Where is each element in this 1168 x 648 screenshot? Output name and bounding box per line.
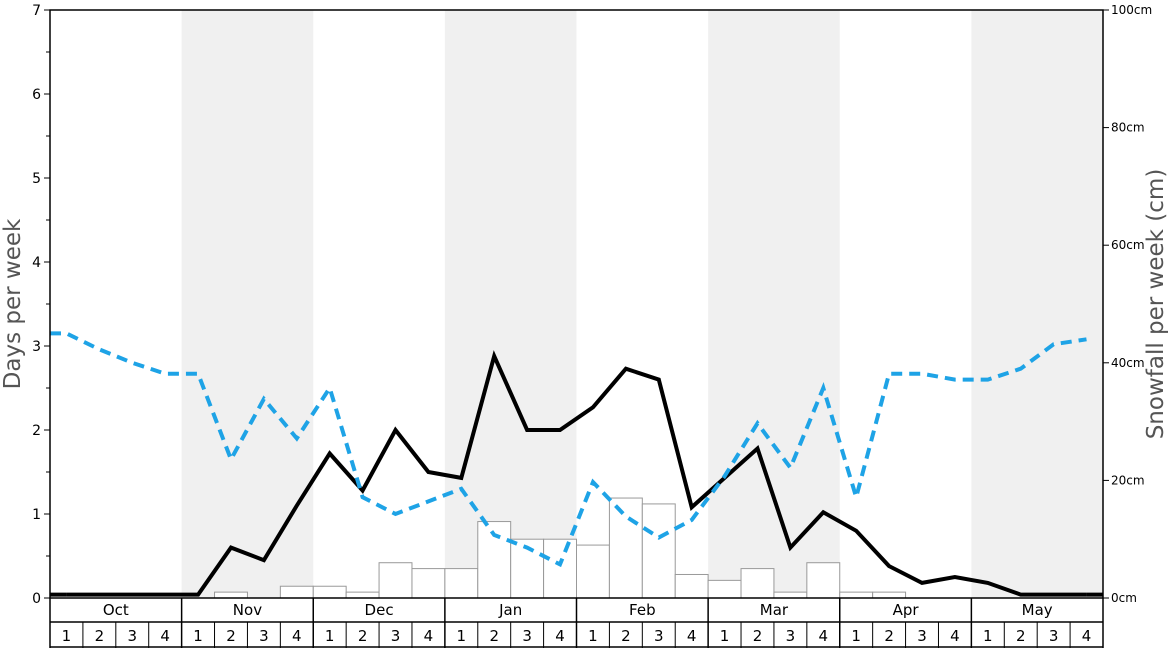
week-label: 2 [95, 627, 105, 645]
month-label-apr: Apr [893, 601, 920, 619]
month-bands [181, 10, 1103, 598]
right-axis: 0cm 20cm 40cm 60cm 80cm 100cm [1103, 3, 1152, 605]
left-tick-label: 4 [32, 255, 41, 271]
week-label: 4 [1082, 627, 1092, 645]
week-label: 3 [127, 627, 137, 645]
snowfall-bar [608, 497, 643, 599]
snowfall-bar [543, 538, 577, 599]
snowfall-bar [214, 591, 248, 599]
week-label: 3 [391, 627, 401, 645]
week-label: 1 [851, 627, 861, 645]
left-tick-label: 6 [32, 87, 41, 103]
snowfall-bar [707, 579, 742, 599]
month-label-dec: Dec [365, 601, 394, 619]
month-band-mar [708, 10, 840, 598]
snowfall-bar [872, 591, 907, 599]
month-band-may [971, 10, 1103, 598]
week-label: 3 [1049, 627, 1059, 645]
snowfall-bar [312, 585, 347, 599]
month-label-nov: Nov [233, 601, 262, 619]
snowfall-bar [773, 591, 808, 599]
left-tick-label: 3 [32, 339, 41, 355]
x-axis-table: Oct 1 2 3 4 Nov 1 2 3 4 Dec 1 2 3 4 Jan 1 2 3 4 Feb 1 2 3 4 Mar 1 2… [49, 598, 1104, 648]
month-label-jan: Jan [498, 601, 522, 619]
week-label: 4 [424, 627, 434, 645]
snowfall-bar [641, 503, 676, 599]
week-label: 2 [1016, 627, 1026, 645]
right-tick-label: 100cm [1111, 3, 1152, 17]
right-tick-label: 60cm [1111, 238, 1145, 252]
week-label: 2 [621, 627, 631, 645]
month-band-nov [181, 10, 314, 598]
week-label: 2 [884, 627, 894, 645]
snowfall-bar [740, 568, 775, 599]
month-label-mar: Mar [760, 601, 789, 619]
dashed-line-series [50, 331, 1087, 568]
snowfall-bar [378, 562, 413, 599]
week-label: 3 [522, 627, 532, 645]
week-label: 1 [720, 627, 730, 645]
month-band-jan [444, 10, 577, 598]
snowfall-bar [839, 591, 874, 599]
week-label: 4 [160, 627, 170, 645]
left-tick-label: 5 [32, 171, 41, 187]
month-label-feb: Feb [629, 601, 656, 619]
week-label: 4 [950, 627, 960, 645]
right-tick-label: 0cm [1111, 591, 1137, 605]
left-tick-label: 1 [32, 507, 41, 523]
left-axis: 0 1 2 3 4 5 6 7 [32, 3, 50, 607]
left-tick-label: 7 [32, 3, 41, 19]
left-axis-title: Days per week [0, 218, 26, 389]
right-tick-label: 40cm [1111, 356, 1145, 370]
left-tick-label: 2 [32, 423, 41, 439]
right-axis-title: Snowfall per week (cm) [1143, 169, 1168, 440]
week-label: 4 [555, 627, 565, 645]
snowfall-bar [444, 568, 479, 599]
week-label: 3 [654, 627, 664, 645]
week-label: 2 [358, 627, 368, 645]
week-label: 2 [753, 627, 763, 645]
snowfall-bar [806, 562, 841, 599]
week-label: 3 [786, 627, 796, 645]
week-label: 1 [325, 627, 335, 645]
left-tick-label: 0 [32, 591, 41, 607]
week-label: 3 [259, 627, 269, 645]
right-tick-label: 20cm [1111, 473, 1145, 487]
week-label: 4 [687, 627, 697, 645]
snowfall-bar [345, 591, 380, 599]
snowfall-bar [411, 568, 446, 599]
week-label: 1 [62, 627, 72, 645]
week-label: 4 [292, 627, 302, 645]
month-label-may: May [1022, 601, 1053, 619]
snowfall-bar [576, 544, 610, 599]
week-label: 1 [457, 627, 467, 645]
month-label-oct: Oct [103, 601, 129, 619]
week-label: 2 [226, 627, 236, 645]
solid-line-series [66, 350, 1087, 597]
right-tick-label: 80cm [1111, 121, 1145, 135]
chart-lines [50, 331, 1103, 597]
week-label: 3 [917, 627, 927, 645]
snowfall-bar [674, 573, 709, 599]
week-label: 4 [819, 627, 829, 645]
week-label: 1 [588, 627, 598, 645]
week-label: 1 [193, 627, 203, 645]
week-label: 2 [489, 627, 499, 645]
snowfall-bar [279, 585, 314, 599]
week-label: 1 [983, 627, 993, 645]
